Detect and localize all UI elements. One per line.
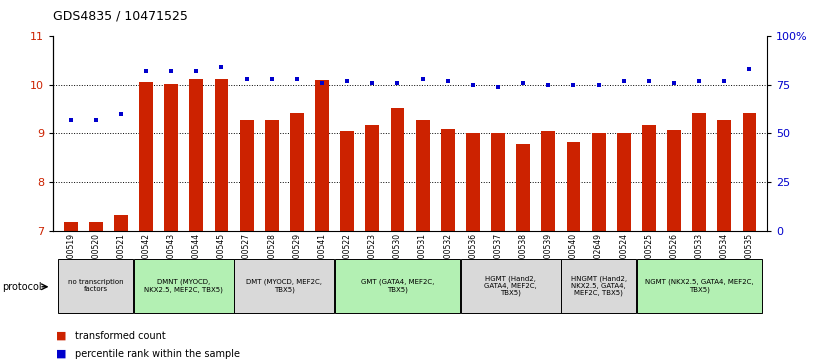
Bar bbox=[391, 108, 405, 231]
Text: protocol: protocol bbox=[2, 282, 42, 292]
Bar bbox=[617, 133, 631, 231]
Point bbox=[366, 80, 379, 86]
Bar bbox=[189, 79, 203, 231]
Text: GDS4835 / 10471525: GDS4835 / 10471525 bbox=[53, 9, 188, 22]
Text: DMT (MYOCD, MEF2C,
TBX5): DMT (MYOCD, MEF2C, TBX5) bbox=[246, 279, 322, 293]
Bar bbox=[290, 113, 304, 231]
Bar bbox=[215, 79, 228, 231]
Point bbox=[290, 76, 304, 82]
Point bbox=[667, 80, 681, 86]
Point bbox=[441, 78, 455, 84]
Text: HGMT (Hand2,
GATA4, MEF2C,
TBX5): HGMT (Hand2, GATA4, MEF2C, TBX5) bbox=[484, 276, 537, 296]
Point bbox=[140, 68, 153, 74]
Bar bbox=[642, 125, 656, 231]
Bar bbox=[234, 259, 335, 313]
Point bbox=[340, 78, 353, 84]
Text: HNGMT (Hand2,
NKX2.5, GATA4,
MEF2C, TBX5): HNGMT (Hand2, NKX2.5, GATA4, MEF2C, TBX5… bbox=[570, 276, 627, 296]
Bar bbox=[441, 129, 455, 231]
Bar bbox=[517, 144, 530, 231]
Bar bbox=[466, 133, 480, 231]
Text: ■: ■ bbox=[55, 349, 66, 359]
Bar bbox=[164, 84, 178, 231]
Bar bbox=[717, 120, 731, 231]
Point bbox=[114, 111, 127, 117]
Point bbox=[693, 78, 706, 84]
Point bbox=[89, 117, 102, 123]
Bar bbox=[340, 131, 354, 231]
Bar bbox=[460, 259, 561, 313]
Bar bbox=[566, 142, 580, 231]
Bar bbox=[692, 113, 706, 231]
Bar bbox=[667, 130, 681, 231]
Bar bbox=[415, 120, 429, 231]
Point bbox=[517, 80, 530, 86]
Point bbox=[743, 66, 756, 72]
Text: NGMT (NKX2.5, GATA4, MEF2C,
TBX5): NGMT (NKX2.5, GATA4, MEF2C, TBX5) bbox=[645, 279, 753, 293]
Point bbox=[316, 80, 329, 86]
Point bbox=[165, 68, 178, 74]
Bar bbox=[64, 222, 78, 231]
Point bbox=[416, 76, 429, 82]
Point bbox=[64, 117, 78, 123]
Point bbox=[542, 82, 555, 88]
Point bbox=[718, 78, 731, 84]
Point bbox=[265, 76, 278, 82]
Bar bbox=[366, 125, 379, 231]
Point bbox=[592, 82, 605, 88]
Point bbox=[491, 84, 504, 90]
Bar bbox=[140, 82, 153, 231]
Bar bbox=[89, 222, 103, 231]
Bar bbox=[335, 259, 460, 313]
Bar bbox=[58, 259, 133, 313]
Point bbox=[467, 82, 480, 88]
Bar bbox=[592, 133, 605, 231]
Bar bbox=[315, 80, 329, 231]
Bar bbox=[114, 215, 128, 231]
Bar bbox=[743, 113, 756, 231]
Bar bbox=[541, 131, 555, 231]
Bar bbox=[636, 259, 762, 313]
Bar bbox=[491, 133, 505, 231]
Point bbox=[391, 80, 404, 86]
Point bbox=[240, 76, 253, 82]
Bar bbox=[265, 120, 279, 231]
Text: percentile rank within the sample: percentile rank within the sample bbox=[75, 349, 240, 359]
Point bbox=[642, 78, 655, 84]
Text: GMT (GATA4, MEF2C,
TBX5): GMT (GATA4, MEF2C, TBX5) bbox=[361, 279, 434, 293]
Text: transformed count: transformed count bbox=[75, 331, 166, 341]
Point bbox=[215, 65, 228, 70]
Text: ■: ■ bbox=[55, 331, 66, 341]
Point bbox=[190, 68, 203, 74]
Bar bbox=[134, 259, 234, 313]
Text: DMNT (MYOCD,
NKX2.5, MEF2C, TBX5): DMNT (MYOCD, NKX2.5, MEF2C, TBX5) bbox=[144, 279, 224, 293]
Point bbox=[567, 82, 580, 88]
Bar bbox=[240, 120, 254, 231]
Point bbox=[617, 78, 630, 84]
Bar bbox=[561, 259, 636, 313]
Text: no transcription
factors: no transcription factors bbox=[68, 280, 123, 292]
